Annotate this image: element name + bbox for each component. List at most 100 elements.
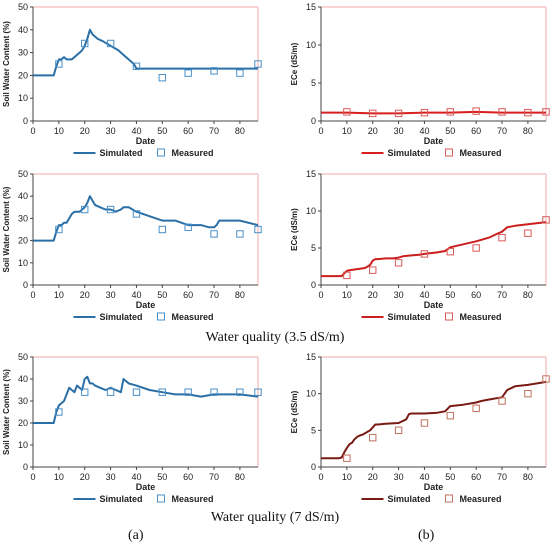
y-tick-label: 10	[18, 93, 28, 103]
x-tick-label: 70	[209, 290, 219, 300]
measured-point	[132, 62, 141, 70]
x-tick-label: 10	[54, 126, 64, 136]
measured-point	[524, 229, 532, 237]
x-tick-label: 30	[106, 290, 116, 300]
x-axis-title: Date	[424, 300, 444, 310]
y-tick-label: 30	[18, 213, 28, 223]
measured-point	[420, 250, 429, 258]
x-tick-label: 20	[368, 290, 378, 300]
x-tick-label: 20	[80, 472, 90, 482]
row2-caption: Water quality (3.5 dS/m)	[205, 330, 345, 345]
chart-6: 0 10 20 30 40 50 60 70 80 0 5 10 15 Date ECe (dS/m) Sim…	[290, 352, 550, 504]
measured-point	[106, 39, 115, 48]
y-tick-label: 10	[306, 206, 316, 216]
simulated-line	[321, 221, 547, 278]
x-tick-label: 10	[54, 290, 64, 300]
legend-simulated-label: Simulated	[100, 494, 143, 504]
legend-measured-label: Measured	[460, 312, 502, 322]
y-tick-label: 15	[306, 169, 316, 179]
x-tick-label: 0	[30, 472, 35, 482]
legend-measured-swatch	[157, 148, 165, 157]
x-tick-label: 80	[523, 126, 533, 136]
x-tick-label: 30	[106, 126, 116, 136]
y-tick-label: 0	[23, 462, 28, 472]
x-tick-label: 40	[131, 472, 141, 482]
legend-measured-label: Measured	[172, 312, 214, 322]
x-tick-label: 30	[394, 290, 404, 300]
measured-point	[542, 108, 550, 116]
x-axis-title: Date	[136, 136, 156, 146]
measured-point	[158, 225, 167, 234]
y-tick-label: 10	[18, 258, 28, 268]
y-axis-title: Soil Water Content (%)	[2, 186, 11, 272]
legend-measured-label: Measured	[172, 148, 214, 158]
x-tick-label: 60	[183, 472, 193, 482]
x-tick-label: 20	[80, 290, 90, 300]
x-tick-label: 40	[419, 472, 429, 482]
x-tick-label: 0	[318, 472, 323, 482]
y-axis-title: Soil Water Content (%)	[2, 369, 11, 455]
row3-caption: Water quality (7 dS/m)	[210, 510, 340, 525]
y-tick-label: 5	[311, 425, 316, 435]
chart-4: 0 10 20 30 40 50 60 70 80 0 5 10 15 Date ECe (dS/m) Sim…	[290, 169, 550, 322]
measured-point	[210, 67, 218, 75]
measured-point	[106, 388, 115, 396]
x-tick-label: 40	[131, 126, 141, 136]
x-tick-label: 50	[445, 126, 455, 136]
y-axis-title: Soil Water Content (%)	[2, 21, 11, 107]
measured-point	[498, 108, 506, 116]
y-tick-label: 15	[306, 352, 316, 362]
measured-point	[55, 408, 63, 416]
measured-point	[210, 388, 218, 396]
measured-point	[524, 389, 532, 398]
chart-2: 0 10 20 30 40 50 60 70 80 0 5 10 15 Date ECe (dS/m) Sim…	[290, 2, 550, 158]
x-tick-label: 50	[445, 290, 455, 300]
y-tick-label: 40	[18, 25, 28, 35]
measured-point	[369, 266, 377, 274]
legend-simulated-label: Simulated	[388, 494, 431, 504]
y-tick-label: 20	[18, 418, 28, 428]
measured-point	[236, 230, 244, 238]
measured-point	[254, 60, 262, 68]
measured-point	[343, 271, 351, 280]
measured-point	[472, 404, 480, 413]
measured-point	[446, 411, 455, 420]
measured-point	[394, 426, 403, 435]
y-tick-label: 20	[18, 70, 28, 80]
measured-point	[55, 225, 63, 234]
measured-point	[446, 108, 455, 116]
measured-point	[498, 397, 506, 405]
x-tick-label: 40	[131, 290, 141, 300]
legend-simulated-label: Simulated	[388, 148, 431, 158]
y-tick-label: 15	[306, 2, 316, 12]
measured-point	[132, 210, 141, 218]
measured-point	[158, 388, 167, 396]
x-axis-title: Date	[136, 482, 156, 492]
measured-point	[369, 433, 377, 442]
x-axis-title: Date	[424, 136, 444, 146]
simulated-line	[33, 375, 259, 424]
measured-point	[542, 375, 550, 383]
measured-point	[394, 259, 403, 267]
measured-point	[132, 388, 141, 396]
x-axis-title: Date	[136, 300, 156, 310]
measured-point	[369, 109, 377, 118]
y-tick-label: 0	[311, 116, 316, 126]
legend-measured-label: Measured	[172, 494, 214, 504]
x-tick-label: 30	[394, 126, 404, 136]
x-tick-label: 40	[419, 290, 429, 300]
measured-point	[184, 69, 192, 77]
y-axis-title: ECe (dS/m)	[290, 390, 299, 433]
measured-point	[524, 108, 532, 117]
x-tick-label: 60	[183, 126, 193, 136]
measured-point	[55, 60, 63, 68]
x-tick-label: 20	[368, 126, 378, 136]
x-tick-label: 70	[209, 126, 219, 136]
y-tick-label: 10	[306, 389, 316, 399]
measured-point	[236, 69, 244, 77]
x-tick-label: 60	[471, 290, 481, 300]
x-tick-label: 40	[419, 126, 429, 136]
